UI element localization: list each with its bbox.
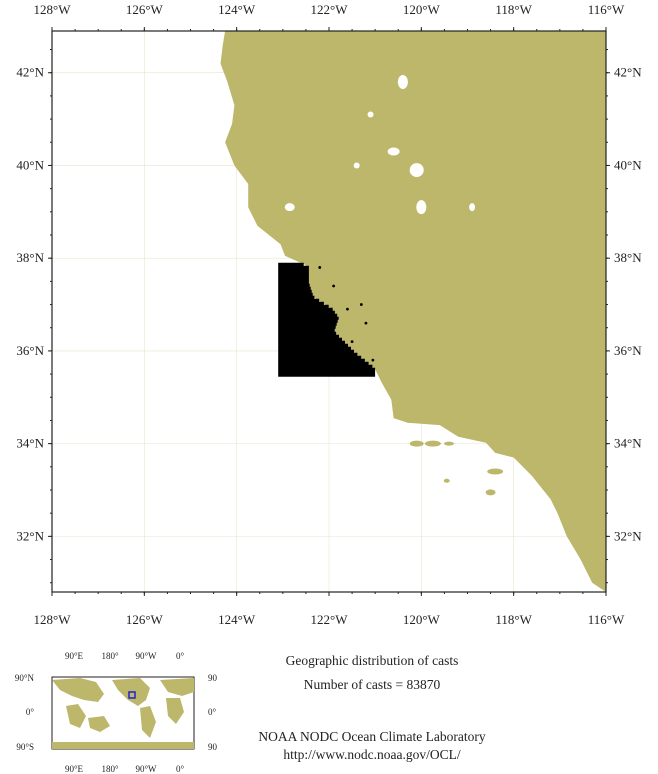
lat-label-left: 40°N	[16, 157, 44, 172]
cast-point	[359, 303, 363, 306]
inset-left-tick: 90°N	[15, 673, 35, 683]
island	[485, 489, 496, 496]
inset-world-map: 90°E 180° 90°W 0° 90°E 180° 90°W 0° 90°N…	[15, 651, 218, 774]
lon-label-top: 118°W	[495, 2, 532, 17]
cast-point	[346, 307, 349, 311]
lake	[397, 75, 408, 89]
inset-top-tick: 90°W	[135, 651, 157, 661]
lakes	[284, 75, 476, 215]
lat-label-left: 42°N	[16, 65, 44, 80]
inset-top-tick: 90°E	[65, 651, 84, 661]
inset-right-tick: 0°	[208, 707, 217, 717]
lon-label-bottom: 122°W	[311, 612, 349, 627]
inset-left-tick: 0°	[26, 707, 35, 717]
cast-markers	[278, 262, 376, 377]
lon-label-top: 120°W	[403, 2, 441, 17]
inset-right-tick: 90	[208, 742, 218, 752]
inset-highlight-box	[128, 691, 136, 699]
channel-islands	[409, 440, 504, 496]
lat-label-left: 38°N	[16, 250, 44, 265]
cast-point	[371, 358, 375, 362]
inset-continent	[66, 704, 86, 728]
inset-bottom-tick: 180°	[101, 764, 119, 774]
land-mass	[220, 31, 606, 592]
lon-label-bottom: 124°W	[218, 612, 256, 627]
lon-label-bottom: 116°W	[588, 612, 625, 627]
lat-label-right: 40°N	[614, 157, 642, 172]
lat-label-left: 36°N	[16, 343, 44, 358]
lon-label-bottom: 128°W	[34, 612, 72, 627]
lon-labels-top: 128°W 126°W 124°W 122°W 120°W 118°W 116°W	[34, 2, 625, 17]
tick-marks	[48, 27, 610, 596]
lake	[409, 163, 424, 178]
cast-point	[364, 321, 368, 325]
lon-label-top: 116°W	[588, 2, 625, 17]
cast-point	[318, 266, 322, 269]
inset-bottom-tick: 90°W	[135, 764, 157, 774]
inset-continent	[140, 706, 156, 738]
inset-continent	[160, 678, 194, 696]
lake	[387, 147, 400, 156]
caption-organization: NOAA NODC Ocean Climate Laboratory	[258, 729, 486, 744]
lon-labels-bottom: 128°W 126°W 124°W 122°W 120°W 118°W 116°W	[34, 612, 625, 627]
lake	[469, 203, 476, 212]
caption-cast-count: Number of casts = 83870	[303, 677, 441, 692]
main-map: 128°W 126°W 124°W 122°W 120°W 118°W 116°W 128°…	[16, 2, 642, 627]
lat-label-right: 36°N	[614, 343, 642, 358]
lat-label-left: 32°N	[16, 528, 44, 543]
lake	[284, 203, 295, 212]
caption-title: Geographic distribution of casts	[285, 653, 459, 668]
lat-labels-left: 42°N 40°N 38°N 36°N 34°N 32°N	[16, 65, 44, 544]
inset-bottom-tick: 90°E	[65, 764, 84, 774]
lat-label-right: 34°N	[614, 436, 642, 451]
inset-bottom-tick: 0°	[176, 764, 185, 774]
lat-label-left: 34°N	[16, 436, 44, 451]
lat-labels-right: 42°N 40°N 38°N 36°N 34°N 32°N	[614, 65, 642, 544]
inset-left-tick: 90°S	[16, 742, 34, 752]
lat-label-right: 32°N	[614, 528, 642, 543]
inset-top-tick: 180°	[101, 651, 119, 661]
inset-continent	[166, 698, 184, 724]
lake	[367, 111, 374, 118]
inset-continent	[88, 716, 110, 732]
inset-right-tick: 90	[208, 673, 218, 683]
inset-continent	[52, 678, 104, 702]
inset-continent	[52, 742, 194, 749]
lon-label-bottom: 126°W	[126, 612, 164, 627]
lon-label-top: 126°W	[126, 2, 164, 17]
island	[424, 440, 441, 447]
lon-label-top: 128°W	[34, 2, 72, 17]
island	[409, 440, 424, 447]
lon-label-bottom: 118°W	[495, 612, 532, 627]
lake	[416, 200, 427, 215]
lake	[353, 162, 360, 169]
island	[487, 468, 504, 475]
cast-point	[350, 340, 354, 344]
inset-top-tick: 0°	[176, 651, 185, 661]
lon-label-top: 124°W	[218, 2, 256, 17]
island	[444, 441, 455, 446]
lat-label-right: 38°N	[614, 250, 642, 265]
caption-url[interactable]: http://www.nodc.noaa.gov/OCL/	[283, 747, 461, 762]
cast-point	[332, 284, 336, 288]
lat-label-right: 42°N	[614, 65, 642, 80]
lon-label-bottom: 120°W	[403, 612, 441, 627]
lon-label-top: 122°W	[311, 2, 349, 17]
cast-density-area	[278, 262, 376, 377]
island	[443, 478, 450, 483]
